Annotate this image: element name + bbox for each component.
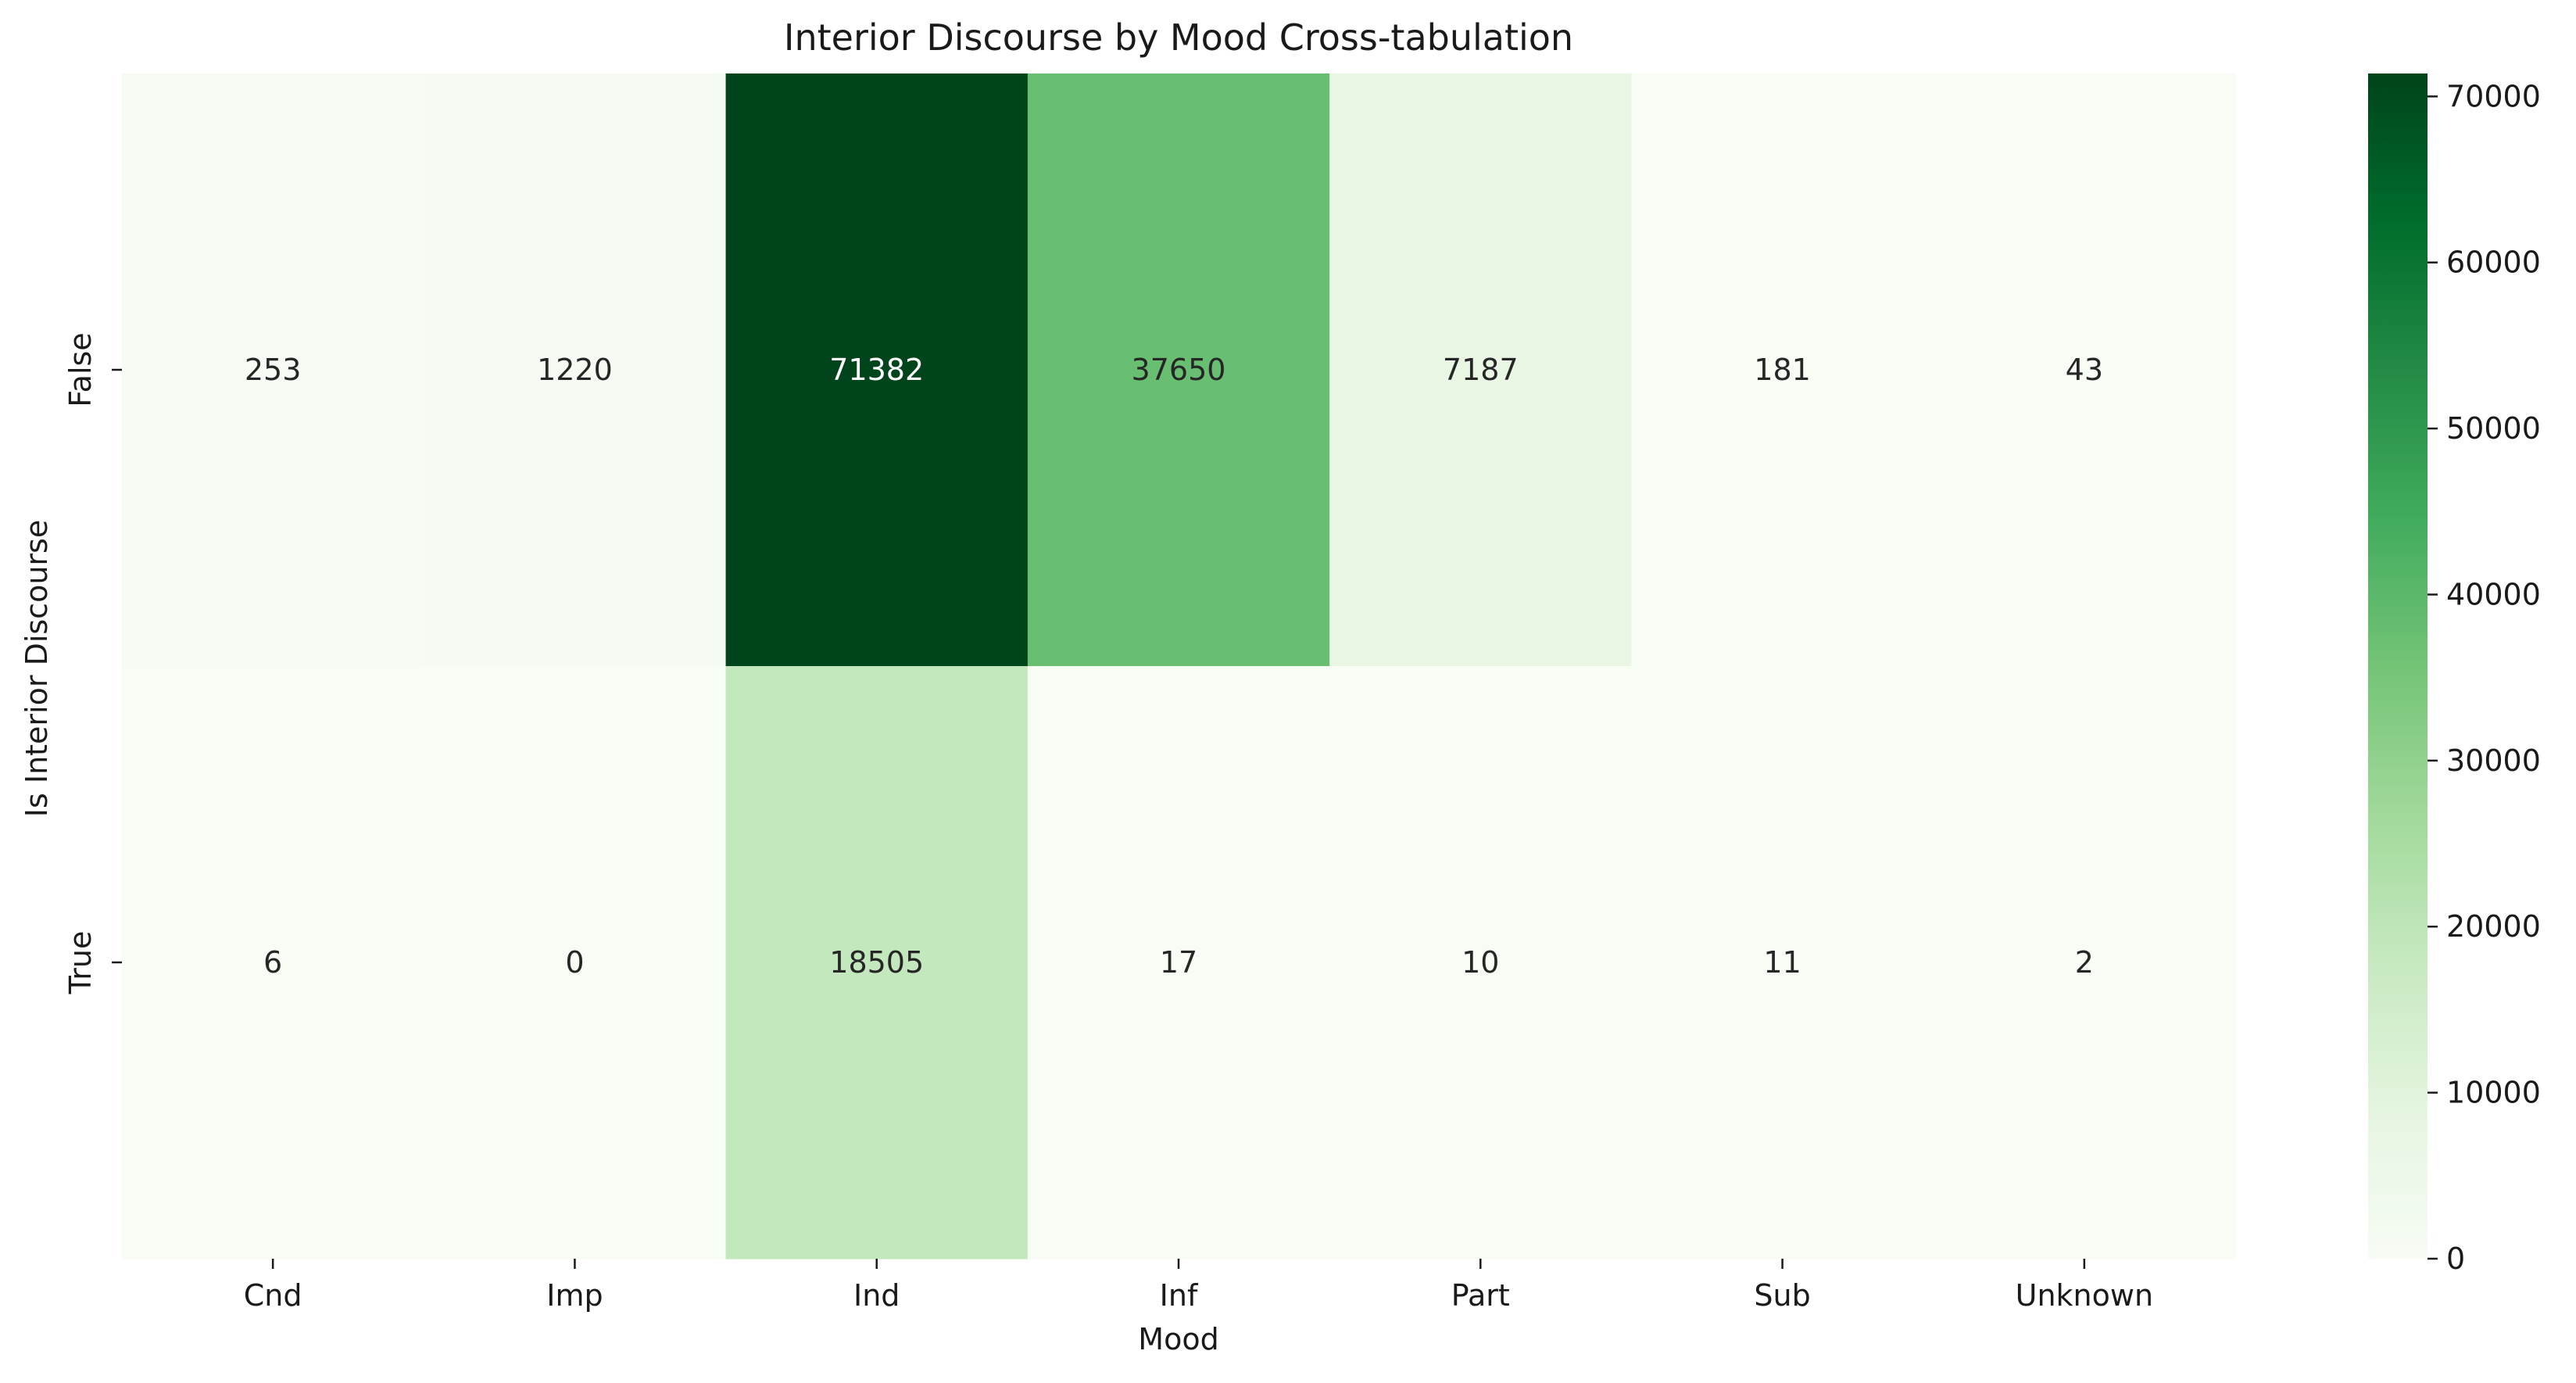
x-tick-label: Inf xyxy=(1160,1278,1199,1313)
heatmap-cell xyxy=(424,73,727,667)
heatmap-cell xyxy=(1933,666,2236,1259)
colorbar-tick-label: 50000 xyxy=(2446,411,2541,446)
y-tick-label: False xyxy=(63,332,98,407)
cell-value-label: 71382 xyxy=(829,353,924,387)
x-tick-label: Unknown xyxy=(2016,1278,2153,1313)
colorbar-tick-label: 30000 xyxy=(2446,743,2541,778)
cell-value-label: 18505 xyxy=(829,945,924,980)
chart-title: Interior Discourse by Mood Cross-tabulat… xyxy=(784,16,1573,59)
cell-value-label: 2 xyxy=(2075,945,2094,980)
y-axis-ticks: False True xyxy=(63,332,122,994)
heatmap-cell xyxy=(1027,73,1330,667)
cell-value-label: 181 xyxy=(1754,353,1811,387)
colorbar-tick-label: 0 xyxy=(2446,1241,2465,1276)
colorbar-tick-label: 60000 xyxy=(2446,245,2541,280)
y-tick-label: True xyxy=(63,931,98,995)
heatmap-cell xyxy=(1027,666,1330,1259)
heatmap-cell xyxy=(1933,73,2236,667)
cell-value-label: 0 xyxy=(565,945,584,980)
x-tick-label: Imp xyxy=(546,1278,603,1313)
colorbar-tick-label: 70000 xyxy=(2446,79,2541,113)
colorbar-tick-label: 40000 xyxy=(2446,577,2541,611)
heatmap-cell xyxy=(725,73,1029,667)
heatmap-cell xyxy=(1329,73,1633,667)
heatmap-cell xyxy=(1631,73,1934,667)
x-tick-label: Sub xyxy=(1754,1278,1810,1313)
x-tick-label: Part xyxy=(1451,1278,1510,1313)
x-tick-label: Cnd xyxy=(244,1278,302,1313)
heatmap-cell-labels: 253 1220 71382 37650 7187 181 43 6 0 18505 17 10 11 2 xyxy=(245,353,2103,980)
colorbar-tick-label: 20000 xyxy=(2446,909,2541,944)
colorbar: 0 10000 20000 30000 40000 50000 60000 70000 xyxy=(2368,73,2541,1276)
cell-value-label: 37650 xyxy=(1132,353,1226,387)
cell-value-label: 1220 xyxy=(537,353,613,387)
cell-value-label: 43 xyxy=(2066,353,2103,387)
colorbar-gradient xyxy=(2368,73,2428,1259)
x-axis-ticks: Cnd Imp Ind Inf Part Sub Unknown xyxy=(244,1259,2153,1313)
heatmap-cell xyxy=(424,666,727,1259)
colorbar-tick-label: 10000 xyxy=(2446,1076,2541,1110)
cell-value-label: 11 xyxy=(1763,945,1801,980)
heatmap-cell xyxy=(725,666,1029,1259)
y-axis-label: Is Interior Discourse xyxy=(20,520,54,817)
x-tick-label: Ind xyxy=(853,1278,900,1313)
heatmap-cells xyxy=(122,73,2236,1259)
heatmap-cell xyxy=(122,73,424,667)
x-axis-label: Mood xyxy=(1138,1322,1218,1356)
cell-value-label: 253 xyxy=(245,353,302,387)
cell-value-label: 17 xyxy=(1160,945,1197,980)
heatmap-cell xyxy=(1631,666,1934,1259)
cell-value-label: 6 xyxy=(263,945,282,980)
cell-value-label: 7187 xyxy=(1443,353,1519,387)
heatmap-cell xyxy=(122,666,424,1259)
cell-value-label: 10 xyxy=(1462,945,1499,980)
heatmap-cell xyxy=(1329,666,1633,1259)
